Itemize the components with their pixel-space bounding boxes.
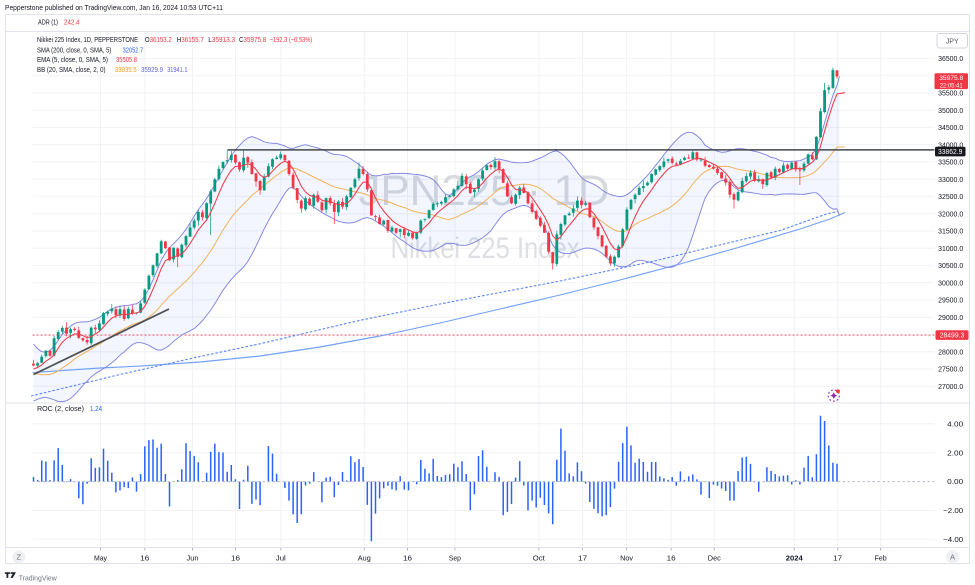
svg-text:35000.0: 35000.0 bbox=[938, 106, 963, 115]
svg-text:EMA (5, close, 0, SMA, 5): EMA (5, close, 0, SMA, 5) bbox=[37, 57, 108, 64]
svg-text:A: A bbox=[950, 553, 955, 562]
svg-text:4.00: 4.00 bbox=[947, 419, 963, 428]
svg-text:BB (20, SMA, close, 2, 0): BB (20, SMA, close, 2, 0) bbox=[37, 67, 106, 74]
svg-text:28000.0: 28000.0 bbox=[938, 347, 963, 356]
svg-text:32052.7: 32052.7 bbox=[123, 47, 144, 54]
svg-text:32000.0: 32000.0 bbox=[938, 209, 963, 218]
svg-text:34000.0: 34000.0 bbox=[938, 140, 963, 149]
svg-text:16: 16 bbox=[403, 553, 412, 562]
svg-text:0.00: 0.00 bbox=[947, 477, 963, 486]
svg-text:17: 17 bbox=[833, 553, 842, 562]
svg-text:Feb: Feb bbox=[875, 553, 887, 562]
svg-text:Pepperstone published on Tradi: Pepperstone published on TradingView.com… bbox=[5, 3, 223, 12]
svg-text:35505.8: 35505.8 bbox=[116, 57, 137, 64]
svg-text:Dec: Dec bbox=[708, 553, 721, 562]
svg-text:Nikkei 225 Index, 1D, PEPPERST: Nikkei 225 Index, 1D, PEPPERSTONE bbox=[37, 37, 138, 44]
svg-text:32500.0: 32500.0 bbox=[938, 192, 963, 201]
svg-text:−4.00: −4.00 bbox=[943, 535, 963, 544]
svg-text:−192.3 (−0.53%): −192.3 (−0.53%) bbox=[270, 37, 313, 44]
svg-text:34500.0: 34500.0 bbox=[938, 123, 963, 132]
svg-text:Z: Z bbox=[17, 553, 22, 562]
svg-text:36500.0: 36500.0 bbox=[938, 54, 963, 63]
svg-text:−2.00: −2.00 bbox=[943, 506, 963, 515]
svg-text:22:05:41: 22:05:41 bbox=[940, 82, 964, 89]
svg-text:35929.9: 35929.9 bbox=[141, 67, 163, 74]
svg-text:35500.0: 35500.0 bbox=[938, 89, 963, 98]
svg-text:H36155.7: H36155.7 bbox=[177, 37, 204, 44]
svg-text:Sep: Sep bbox=[449, 553, 461, 562]
svg-text:L35913.3: L35913.3 bbox=[208, 37, 235, 44]
svg-text:ROC (2, close): ROC (2, close) bbox=[37, 406, 84, 413]
svg-text:29500.0: 29500.0 bbox=[938, 296, 963, 305]
svg-text:Jul: Jul bbox=[276, 553, 286, 562]
svg-text:16: 16 bbox=[667, 553, 676, 562]
svg-text:May: May bbox=[94, 553, 107, 562]
svg-text:28499.3: 28499.3 bbox=[940, 333, 965, 340]
svg-text:ADR (1): ADR (1) bbox=[38, 20, 58, 27]
svg-text:33935.5: 33935.5 bbox=[115, 67, 137, 74]
svg-text:30500.0: 30500.0 bbox=[938, 261, 963, 270]
svg-text:33862.9: 33862.9 bbox=[938, 149, 963, 156]
svg-text:30000.0: 30000.0 bbox=[938, 278, 963, 287]
svg-text:27500.0: 27500.0 bbox=[938, 365, 963, 374]
svg-text:2.00: 2.00 bbox=[947, 448, 963, 457]
svg-text:JPY: JPY bbox=[946, 37, 959, 46]
svg-text:16: 16 bbox=[231, 553, 240, 562]
svg-text:29000.0: 29000.0 bbox=[938, 313, 963, 322]
svg-text:Jun: Jun bbox=[187, 553, 199, 562]
svg-text:Aug: Aug bbox=[358, 553, 371, 562]
svg-text:27000.0: 27000.0 bbox=[938, 382, 963, 391]
svg-text:Oct: Oct bbox=[533, 553, 546, 562]
svg-text:Nov: Nov bbox=[620, 553, 633, 562]
svg-text:35975.8: 35975.8 bbox=[939, 75, 963, 82]
svg-text:C35975.8: C35975.8 bbox=[239, 37, 266, 44]
svg-text:16: 16 bbox=[140, 553, 149, 562]
svg-text:31000.0: 31000.0 bbox=[938, 244, 963, 253]
svg-text:33000.0: 33000.0 bbox=[938, 175, 963, 184]
svg-text:SMA (200, close, 0, SMA, 5): SMA (200, close, 0, SMA, 5) bbox=[37, 47, 111, 54]
svg-text:17: 17 bbox=[578, 553, 587, 562]
svg-text:1.24: 1.24 bbox=[90, 406, 102, 413]
svg-text:TradingView: TradingView bbox=[19, 573, 58, 582]
svg-text:2024: 2024 bbox=[786, 553, 804, 562]
svg-text:O36153.2: O36153.2 bbox=[145, 37, 172, 44]
svg-text:33500.0: 33500.0 bbox=[938, 158, 963, 167]
svg-text:31941.1: 31941.1 bbox=[167, 67, 187, 74]
svg-text:31500.0: 31500.0 bbox=[938, 227, 963, 236]
svg-text:242.4: 242.4 bbox=[64, 20, 80, 27]
